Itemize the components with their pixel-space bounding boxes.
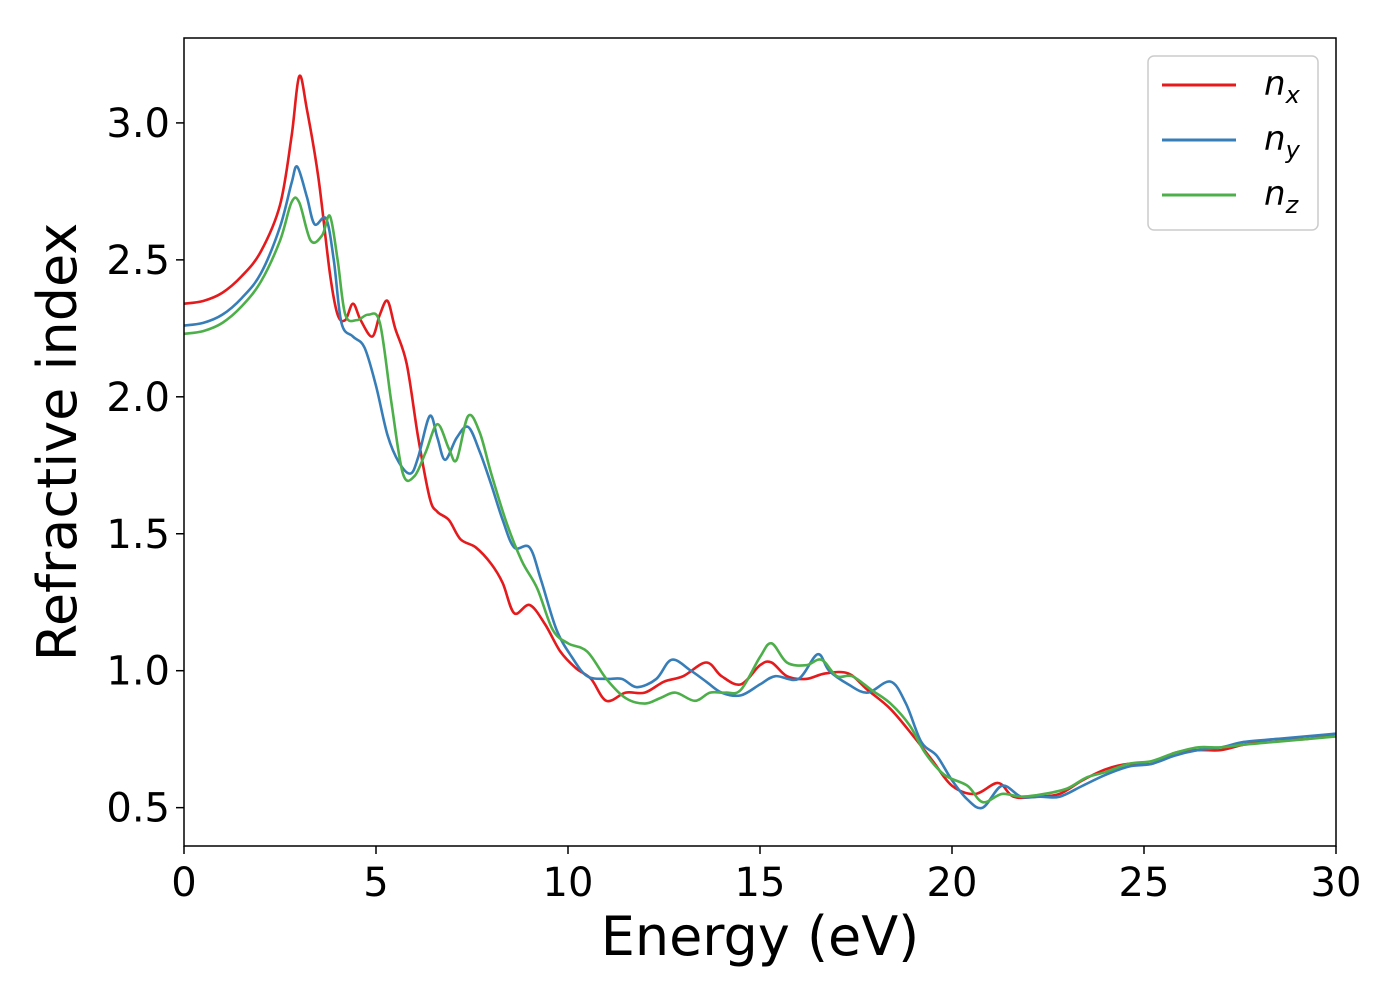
x-axis-label: Energy (eV) xyxy=(601,905,920,968)
y-axis-label: Refractive index xyxy=(26,223,89,662)
y-tick-label: 2.5 xyxy=(106,238,170,284)
y-axis: 0.5 1.0 1.5 2.0 2.5 3.0 xyxy=(106,101,184,832)
series-line-n-y xyxy=(183,165,1337,810)
series-line-n-x xyxy=(183,74,1337,800)
plot-area xyxy=(184,38,1336,846)
x-tick-label: 25 xyxy=(1119,860,1170,906)
legend-label-n-z: nz xyxy=(1264,174,1300,219)
x-tick-label: 5 xyxy=(363,860,388,906)
x-tick-label: 20 xyxy=(927,860,978,906)
x-tick-label: 10 xyxy=(543,860,594,906)
y-tick-label: 3.0 xyxy=(106,101,170,147)
series-layer xyxy=(183,74,1337,810)
series-line-n-z xyxy=(183,196,1337,804)
legend-label-n-x: nx xyxy=(1264,64,1301,109)
y-tick-label: 1.5 xyxy=(106,512,170,558)
legend: nx ny nz xyxy=(1147,55,1319,231)
x-tick-label: 30 xyxy=(1311,860,1362,906)
legend-box xyxy=(1147,55,1319,231)
x-axis: 0 5 10 15 20 25 30 xyxy=(171,846,1361,906)
y-tick-label: 2.0 xyxy=(106,375,170,421)
x-tick-label: 0 xyxy=(171,860,196,906)
y-tick-label: 1.0 xyxy=(106,649,170,695)
x-tick-label: 15 xyxy=(735,860,786,906)
legend-label-n-y: ny xyxy=(1264,119,1301,164)
y-tick-label: 0.5 xyxy=(106,786,170,832)
